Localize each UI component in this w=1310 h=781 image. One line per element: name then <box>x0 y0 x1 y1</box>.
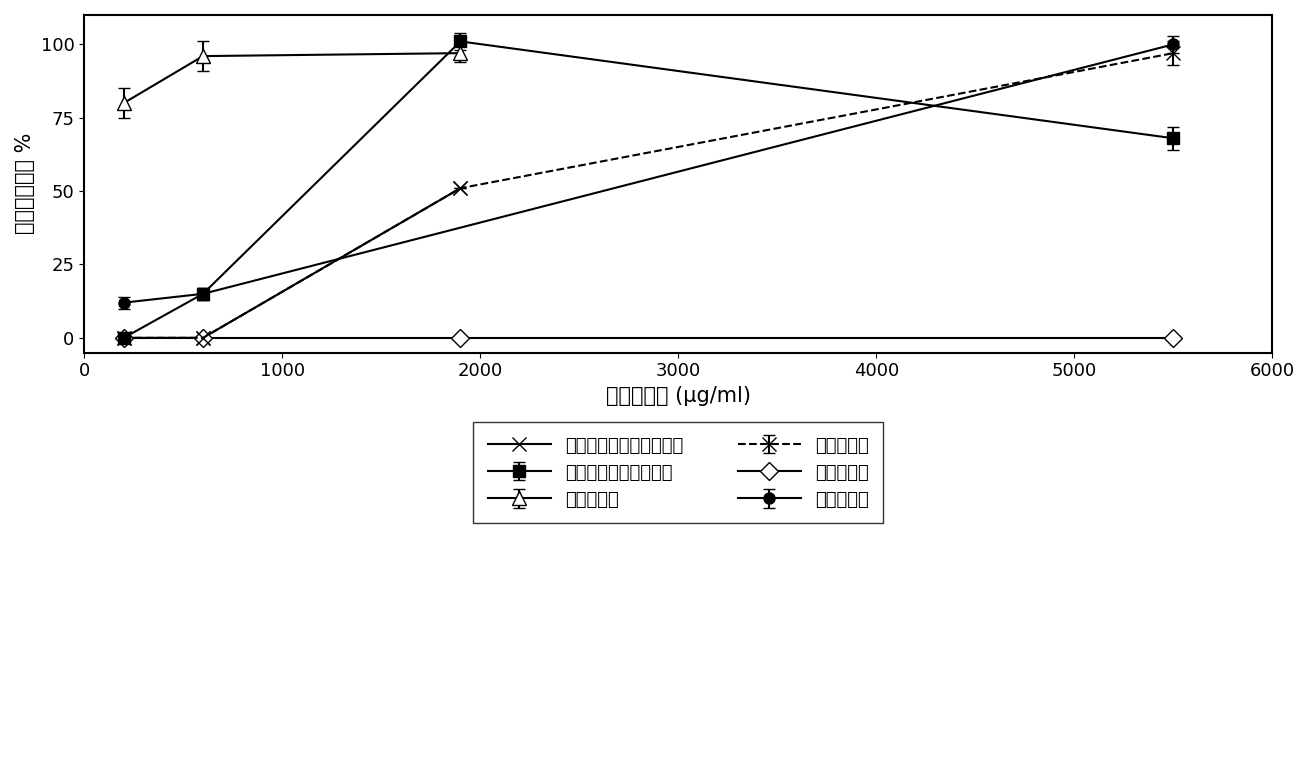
Y-axis label: 细胞生长抑制 %: 细胞生长抑制 % <box>14 133 35 234</box>
Legend: 葡聚糖－乙醇胺（亚胺）, 葡聚糖－乙醇胺（胺）, 氧化葡聚糖, 天然葡聚糖, 还原葡聚糖, 葡聚糖缩醛: 葡聚糖－乙醇胺（亚胺）, 葡聚糖－乙醇胺（胺）, 氧化葡聚糖, 天然葡聚糖, 还… <box>473 423 883 523</box>
X-axis label: 聚合物浓度 (μg/ml): 聚合物浓度 (μg/ml) <box>605 386 751 406</box>
